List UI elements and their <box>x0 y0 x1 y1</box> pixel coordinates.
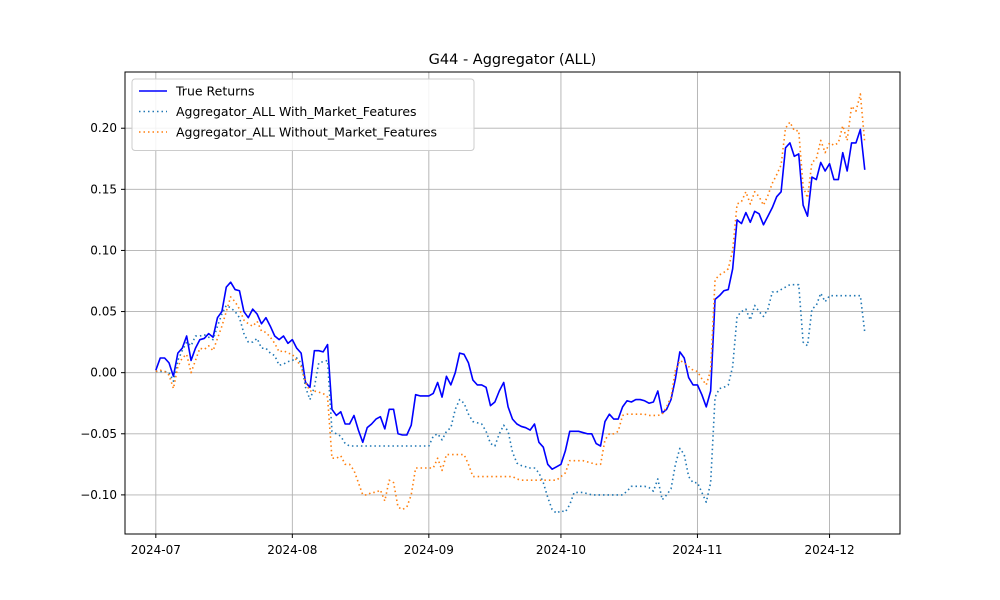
legend-box <box>131 78 475 151</box>
legend-label: Aggregator_ALL Without_Market_Features <box>176 125 437 140</box>
series-line-1 <box>155 128 866 471</box>
y-tick-label: −0.05 <box>80 427 117 441</box>
legend-label: True Returns <box>175 84 255 99</box>
series-layer <box>155 93 866 515</box>
legend: True Returns Aggregator_ALL With_Market_F… <box>131 78 475 151</box>
y-tick-label: 0.00 <box>90 366 117 380</box>
legend-label: Aggregator_ALL With_Market_Features <box>176 104 417 119</box>
x-tick-label: 2024-09 <box>404 543 454 557</box>
y-tick-label: 0.05 <box>90 305 117 319</box>
x-tick-label: 2024-07 <box>131 543 181 557</box>
y-tick-label: 0.15 <box>90 182 117 196</box>
y-tick-label: 0.10 <box>90 243 117 257</box>
grid <box>125 72 900 534</box>
series-line-2 <box>155 283 866 515</box>
y-tick-label: −0.10 <box>80 488 117 502</box>
x-tick-label: 2024-11 <box>672 543 722 557</box>
series-line-3 <box>155 93 866 511</box>
y-axis: 0.20 0.15 0.10 0.05 0.00 −0.05 −0.10 <box>80 121 125 502</box>
y-tick-label: 0.20 <box>90 121 117 135</box>
x-tick-label: 2024-10 <box>536 543 586 557</box>
chart-title: G44 - Aggregator (ALL) <box>429 52 597 68</box>
x-tick-label: 2024-08 <box>267 543 317 557</box>
plot-area-frame <box>124 71 901 535</box>
x-tick-label: 2024-12 <box>804 543 854 557</box>
x-axis: 2024-07 2024-08 2024-09 2024-10 2024-11 2024-… <box>131 534 855 557</box>
